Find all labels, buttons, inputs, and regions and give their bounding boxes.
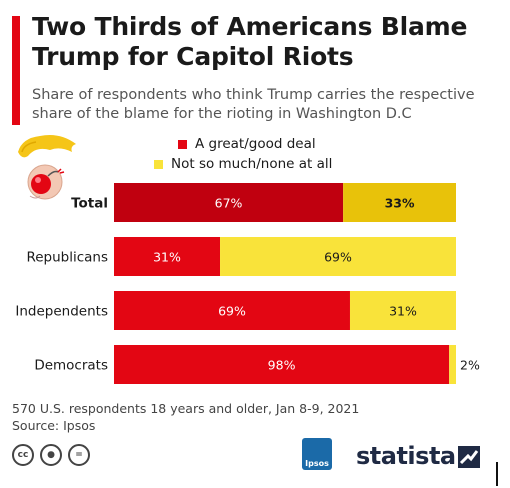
value-label-total-notmuch: 33% [385, 196, 415, 211]
value-label-independents-notmuch: 31% [389, 304, 417, 319]
value-label-republicans-great: 31% [153, 250, 181, 265]
value-label-republicans-notmuch: 69% [324, 250, 352, 265]
chart-subtitle: Share of respondents who think Trump car… [32, 87, 475, 122]
value-label-total-great: 67% [215, 196, 243, 211]
bar-total-notmuch [343, 183, 456, 222]
chart-title: Two Thirds of Americans Blame Trump for … [32, 12, 468, 71]
bar-chart: Total 67% 33% Republicans 31% 69% Independents… [15, 135, 480, 384]
cc-icon: cc [12, 444, 34, 466]
category-label-total: Total [71, 196, 108, 212]
legend-swatch-great [178, 139, 187, 149]
ipsos-logo: Ipsos [302, 438, 332, 470]
license-icons: cc ● = [12, 444, 90, 466]
bar-independents-great [114, 291, 350, 330]
equals-icon: = [68, 444, 90, 466]
footnote: 570 U.S. respondents 18 years and older,… [12, 400, 359, 434]
trump-bomb-icon [18, 135, 76, 200]
value-label-democrats-great: 98% [268, 358, 296, 373]
value-label-independents-great: 69% [218, 304, 246, 319]
legend-label-great: A great/good deal [195, 136, 316, 152]
category-label-republicans: Republicans [26, 250, 108, 266]
value-label-democrats-notmuch: 2% [460, 358, 480, 373]
category-label-independents: Independents [15, 304, 108, 320]
legend-item-great: A great/good deal [178, 134, 332, 154]
title-accent-bar [12, 16, 20, 125]
bar-republicans-great [114, 237, 221, 276]
bar-independents-notmuch [349, 291, 456, 330]
bar-total-great [114, 183, 344, 222]
legend-item-notmuch: Not so much/none at all [154, 154, 332, 174]
footnote-source: Source: Ipsos [12, 418, 96, 433]
footnote-sample: 570 U.S. respondents 18 years and older,… [12, 401, 360, 416]
legend-label-notmuch: Not so much/none at all [171, 156, 333, 172]
category-label-democrats: Democrats [34, 358, 108, 374]
bar-democrats-great [114, 345, 450, 384]
statista-logo-icon [458, 446, 480, 468]
text-cursor [496, 462, 498, 486]
statista-wordmark: statista [356, 442, 456, 470]
by-icon: ● [40, 444, 62, 466]
bar-democrats-notmuch [449, 345, 456, 384]
bar-republicans-notmuch [220, 237, 456, 276]
legend-swatch-notmuch [154, 159, 163, 169]
chart-legend: A great/good deal Not so much/none at al… [150, 134, 332, 174]
chart-card: Two Thirds of Americans Blame Trump for … [12, 12, 480, 470]
